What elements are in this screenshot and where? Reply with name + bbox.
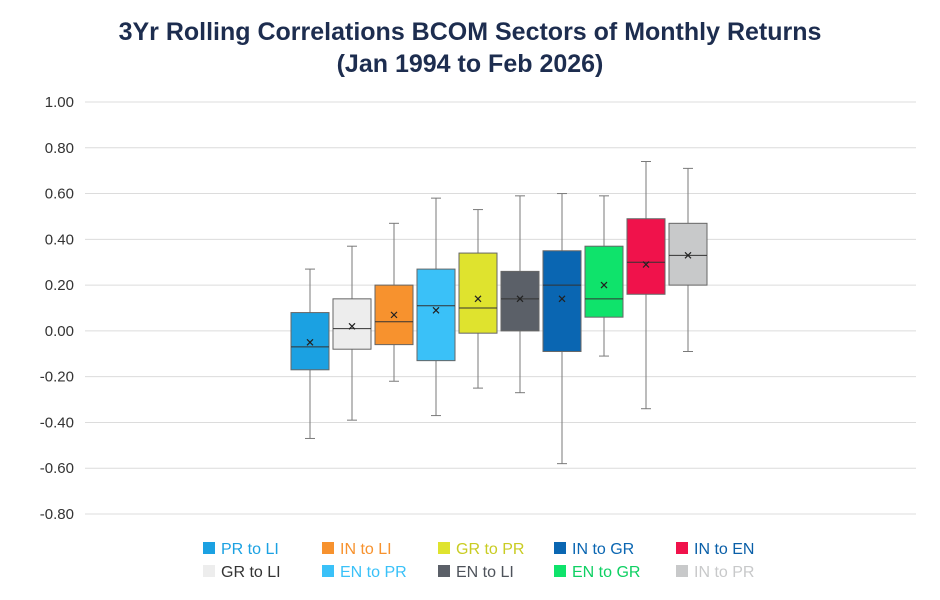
legend-swatch: [676, 542, 688, 554]
legend-swatch: [203, 542, 215, 554]
legend-item-en-to-li: EN to LI: [438, 564, 514, 581]
legend-label: GR to LI: [221, 564, 281, 581]
legend-item-gr-to-pr: GR to PR: [438, 541, 524, 558]
legend-swatch: [676, 565, 688, 577]
legend-label: IN to EN: [694, 541, 754, 558]
box-iqr: [458, 252, 498, 334]
legend-item-in-to-pr: IN to PR: [676, 564, 754, 581]
legend-swatch: [554, 565, 566, 577]
chart-title-line: 3Yr Rolling Correlations BCOM Sectors of…: [118, 18, 822, 46]
legend-label: GR to PR: [456, 541, 524, 558]
legend-item-gr-to-li: GR to LI: [203, 564, 281, 581]
legend-label: PR to LI: [221, 541, 279, 558]
mean-marker-b: [348, 322, 356, 330]
box-layer: [290, 161, 708, 465]
y-tick-label: 0.80: [45, 140, 74, 157]
legend-label: EN to PR: [340, 564, 407, 581]
legend-item-in-to-li: IN to LI: [322, 541, 392, 558]
y-tick-label: -0.80: [40, 506, 74, 523]
y-tick-label: 0.40: [45, 231, 74, 248]
mean-marker-b: [600, 281, 608, 289]
mean-marker-b: [516, 295, 524, 303]
legend-item-pr-to-li: PR to LI: [203, 541, 279, 558]
box-iqr: [584, 245, 624, 318]
y-tick-label: 0.20: [45, 277, 74, 294]
box-in-to-gr: [542, 193, 582, 465]
legend-swatch: [438, 565, 450, 577]
box-en-to-li: [500, 195, 540, 394]
legend-label: IN to PR: [694, 564, 754, 581]
legend-label: EN to LI: [456, 564, 514, 581]
grid-layer: 1.00 0.80 0.60 0.40 0.20 0.00 -0.20 -0.40 -0.60 -…: [40, 94, 916, 523]
mean-marker-b: [684, 251, 692, 259]
box-in-to-en: [626, 161, 666, 410]
legend-swatch: [554, 542, 566, 554]
legend-item-en-to-gr: EN to GR: [554, 564, 640, 581]
y-tick-label: 0.00: [45, 323, 74, 340]
y-tick-label: -0.20: [40, 369, 74, 386]
box-en-to-gr: [584, 195, 624, 357]
box-gr-to-pr: [458, 209, 498, 389]
chart-title: 3Yr Rolling Correlations BCOM Sectors of…: [0, 16, 940, 80]
legend-item-in-to-gr: IN to GR: [554, 541, 634, 558]
box-in-to-li: [374, 222, 414, 382]
y-tick-label: -0.60: [40, 460, 74, 477]
box-iqr: [668, 222, 708, 286]
box-iqr: [500, 270, 540, 332]
mean-marker-b: [474, 295, 482, 303]
legend-swatch: [322, 542, 334, 554]
box-iqr: [626, 218, 666, 295]
legend-label: EN to GR: [572, 564, 640, 581]
legend-item-en-to-pr: EN to PR: [322, 564, 407, 581]
box-iqr: [290, 312, 330, 371]
box-iqr: [542, 250, 582, 352]
mean-marker-b: [390, 311, 398, 319]
mean-marker-b: [642, 261, 650, 268]
mean-marker-b: [558, 295, 566, 303]
box-iqr: [332, 298, 372, 350]
legend-item-in-to-en: IN to EN: [676, 541, 754, 558]
box-pr-to-li: [290, 268, 330, 439]
box-in-to-pr: [668, 167, 708, 352]
box-gr-to-li: [332, 245, 372, 421]
box-en-to-pr: [416, 197, 456, 417]
y-tick-label: 0.60: [45, 186, 74, 203]
legend-swatch: [322, 565, 334, 577]
y-tick-label: -0.40: [40, 414, 74, 431]
legend-label: IN to GR: [572, 541, 634, 558]
legend-label: IN to LI: [340, 541, 392, 558]
y-tick-label: 1.00: [45, 94, 74, 111]
mean-marker-b: [306, 338, 314, 346]
mean-marker-b: [432, 306, 440, 314]
chart-subtitle: (Jan 1994 to Feb 2026): [336, 50, 604, 78]
legend-swatch: [438, 542, 450, 554]
legend-swatch: [203, 565, 215, 577]
box-iqr: [416, 268, 456, 362]
legend: PR to LI IN to LI GR to PR IN to GR IN to EN…: [203, 541, 754, 581]
